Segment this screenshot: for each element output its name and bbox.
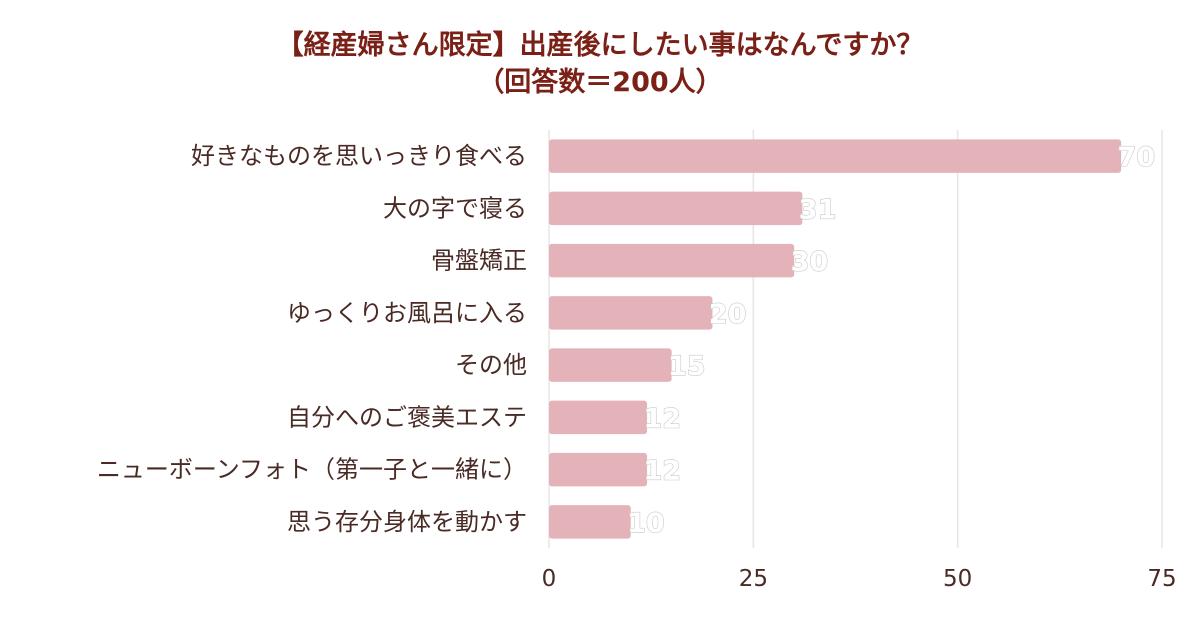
x-tick-label: 75 — [1147, 566, 1176, 592]
value-label: 31 — [799, 194, 837, 225]
value-label: 20 — [709, 299, 747, 330]
value-label: 10 — [627, 508, 665, 539]
x-tick-label: 0 — [542, 566, 557, 592]
chart-subtitle: （回答数＝200人） — [477, 67, 723, 98]
value-label: 12 — [644, 403, 682, 434]
bar — [549, 139, 1122, 173]
value-label: 12 — [644, 456, 682, 487]
value-label: 15 — [668, 351, 706, 382]
bar — [549, 505, 631, 539]
category-label: ニューボーンフォト（第一子と一緒に） — [97, 456, 527, 484]
category-label: 好きなものを思いっきり食べる — [191, 142, 527, 170]
bar — [549, 348, 672, 382]
x-tick-label-layer: 0 25 50 75 — [542, 566, 1177, 592]
bar — [549, 296, 713, 330]
category-label-layer: 好きなものを思いっきり食べる大の字で寝る骨盤矯正ゆっくりお風呂に入るその他自分へ… — [97, 142, 527, 536]
bar — [549, 243, 795, 278]
category-label: 自分へのご褒美エステ — [287, 403, 527, 431]
category-label: その他 — [455, 351, 527, 379]
category-label: ゆっくりお風呂に入る — [287, 299, 527, 327]
chart-title: 【経産婦さん限定】出産後にしたい事はなんですか？ — [276, 30, 924, 61]
bar — [549, 400, 648, 435]
x-tick-label: 25 — [739, 566, 768, 592]
bar-layer — [549, 139, 1122, 539]
category-label: 大の字で寝る — [383, 194, 527, 222]
value-label: 30 — [791, 247, 829, 278]
category-label: 骨盤矯正 — [431, 247, 527, 275]
value-label: 70 — [1118, 142, 1156, 173]
bar — [549, 191, 803, 226]
category-label: 思う存分身体を動かす — [287, 508, 527, 536]
bar — [549, 452, 648, 487]
x-tick-label: 50 — [943, 566, 972, 592]
